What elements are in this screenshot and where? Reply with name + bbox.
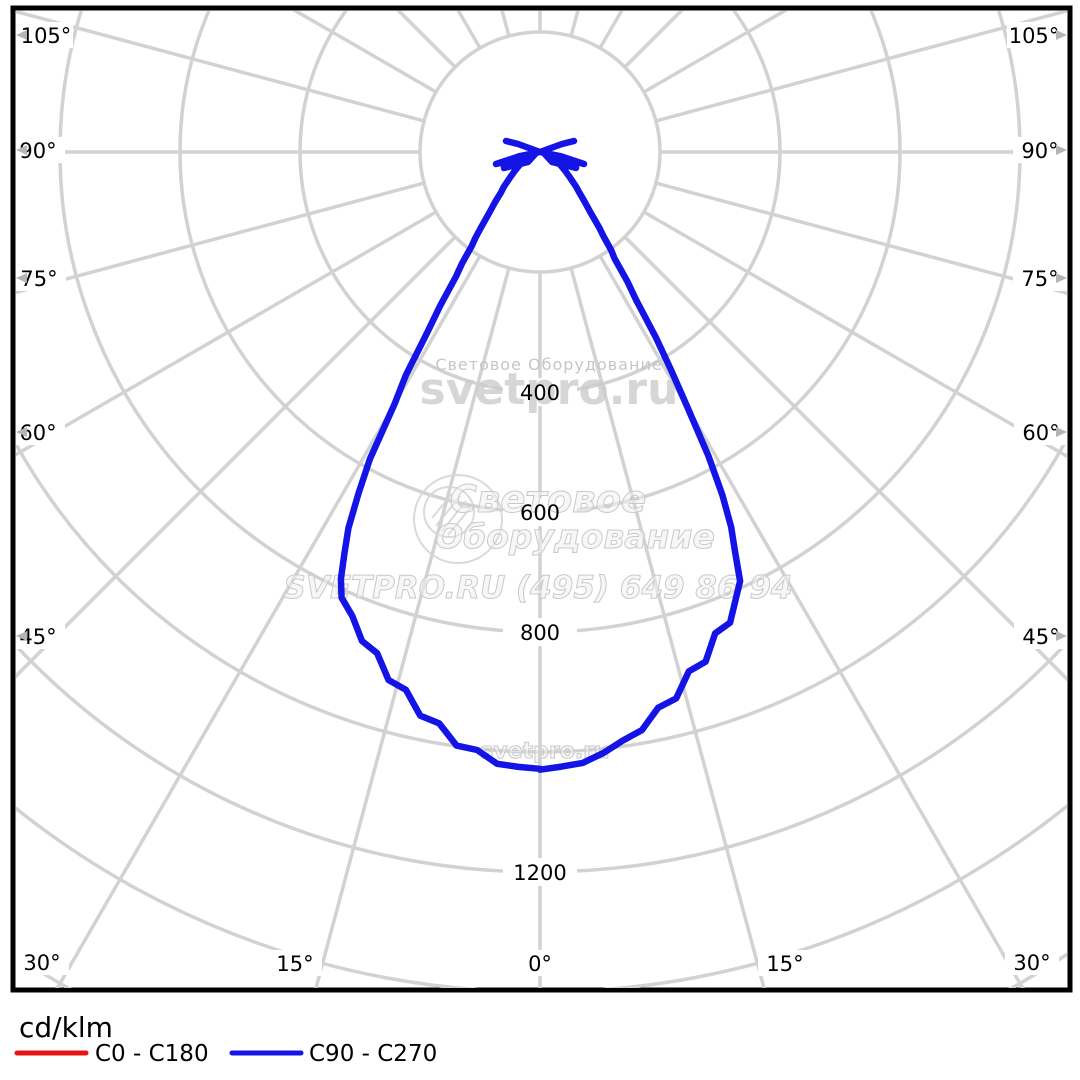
radius-label: 400 — [520, 381, 560, 405]
watermark-mid-line1: Световое — [450, 478, 646, 521]
watermark-mid-line2: Оборудование — [435, 517, 715, 556]
angle-label-halo — [1007, 22, 1061, 48]
angle-label: 105° — [1009, 24, 1060, 48]
grid-radial-line — [655, 11, 1067, 123]
angle-label: 105° — [21, 24, 72, 48]
grid-radial-line — [569, 267, 766, 988]
border-arrow-left — [16, 273, 27, 283]
angle-label: 45° — [1022, 625, 1059, 649]
legend: cd/klm C0 - C180 C90 - C270 — [14, 1011, 437, 1067]
legend-label-c90-c270: C90 - C270 — [309, 1041, 437, 1067]
angle-label-halo — [758, 950, 812, 976]
watermark-emblem — [413, 474, 503, 564]
border-arrow-right — [1056, 273, 1067, 283]
radius-label: 1200 — [513, 861, 566, 885]
angle-label-halo — [19, 22, 73, 48]
radius-label: 800 — [520, 621, 560, 645]
legend-label-c0-c180: C0 - C180 — [95, 1041, 209, 1067]
angle-label-halo — [1005, 949, 1059, 975]
radius-label-halo — [503, 858, 577, 886]
angle-label: 15° — [276, 952, 313, 976]
border-ticks — [16, 30, 1067, 641]
border-arrow-right — [1056, 427, 1067, 437]
angle-label: 60° — [1022, 421, 1059, 445]
border-arrow-left — [16, 30, 27, 40]
border-arrow-right — [1056, 631, 1067, 641]
grid-radial-line — [623, 235, 1067, 682]
border-arrow-right — [1056, 30, 1067, 40]
grid-radial-line — [16, 210, 437, 457]
angle-label-halo — [268, 950, 322, 976]
grid-radial-line — [314, 267, 511, 988]
grid-radial-line — [16, 11, 425, 123]
grid-radial-line — [16, 235, 457, 679]
radius-label-halo — [503, 378, 577, 406]
watermark-phone: SVETPRO.RU (495) 649 86 94 — [284, 570, 793, 606]
border-arrow-left — [16, 427, 27, 437]
grid-radial-line — [643, 210, 1067, 459]
radius-label-halo — [503, 618, 577, 646]
angle-labels: 105°90°75°60°45°30° 15° 0° 15° 30°45°60°75°9… — [19, 24, 1059, 976]
grid-radial-line — [16, 181, 425, 295]
angle-label-halo — [16, 949, 69, 975]
angle-label: 90° — [1021, 139, 1058, 163]
label-halos — [16, 22, 1067, 976]
watermark-small-top: Световое Оборудование — [435, 355, 662, 374]
watermark-logo-text: svetpro.ru — [420, 364, 679, 415]
radius-label-halo — [503, 498, 577, 526]
angle-label: 30° — [1013, 951, 1050, 975]
border-arrow-left — [16, 145, 27, 155]
angle-label: 0° — [528, 952, 552, 976]
grid-radial-line — [655, 181, 1067, 296]
border-arrow-right — [1056, 145, 1067, 155]
angle-label: 30° — [23, 951, 60, 975]
angle-label: 75° — [1021, 267, 1058, 291]
angle-label: 15° — [766, 952, 803, 976]
legend-units-label: cd/klm — [19, 1011, 113, 1044]
intensity-curve-c90-c270 — [337, 137, 744, 773]
radius-labels: 400 600 800 1200 — [513, 381, 566, 885]
curve-layer — [337, 137, 744, 773]
angle-label-halo — [513, 950, 567, 976]
radius-label: 600 — [520, 501, 560, 525]
border-arrow-left — [16, 631, 27, 641]
